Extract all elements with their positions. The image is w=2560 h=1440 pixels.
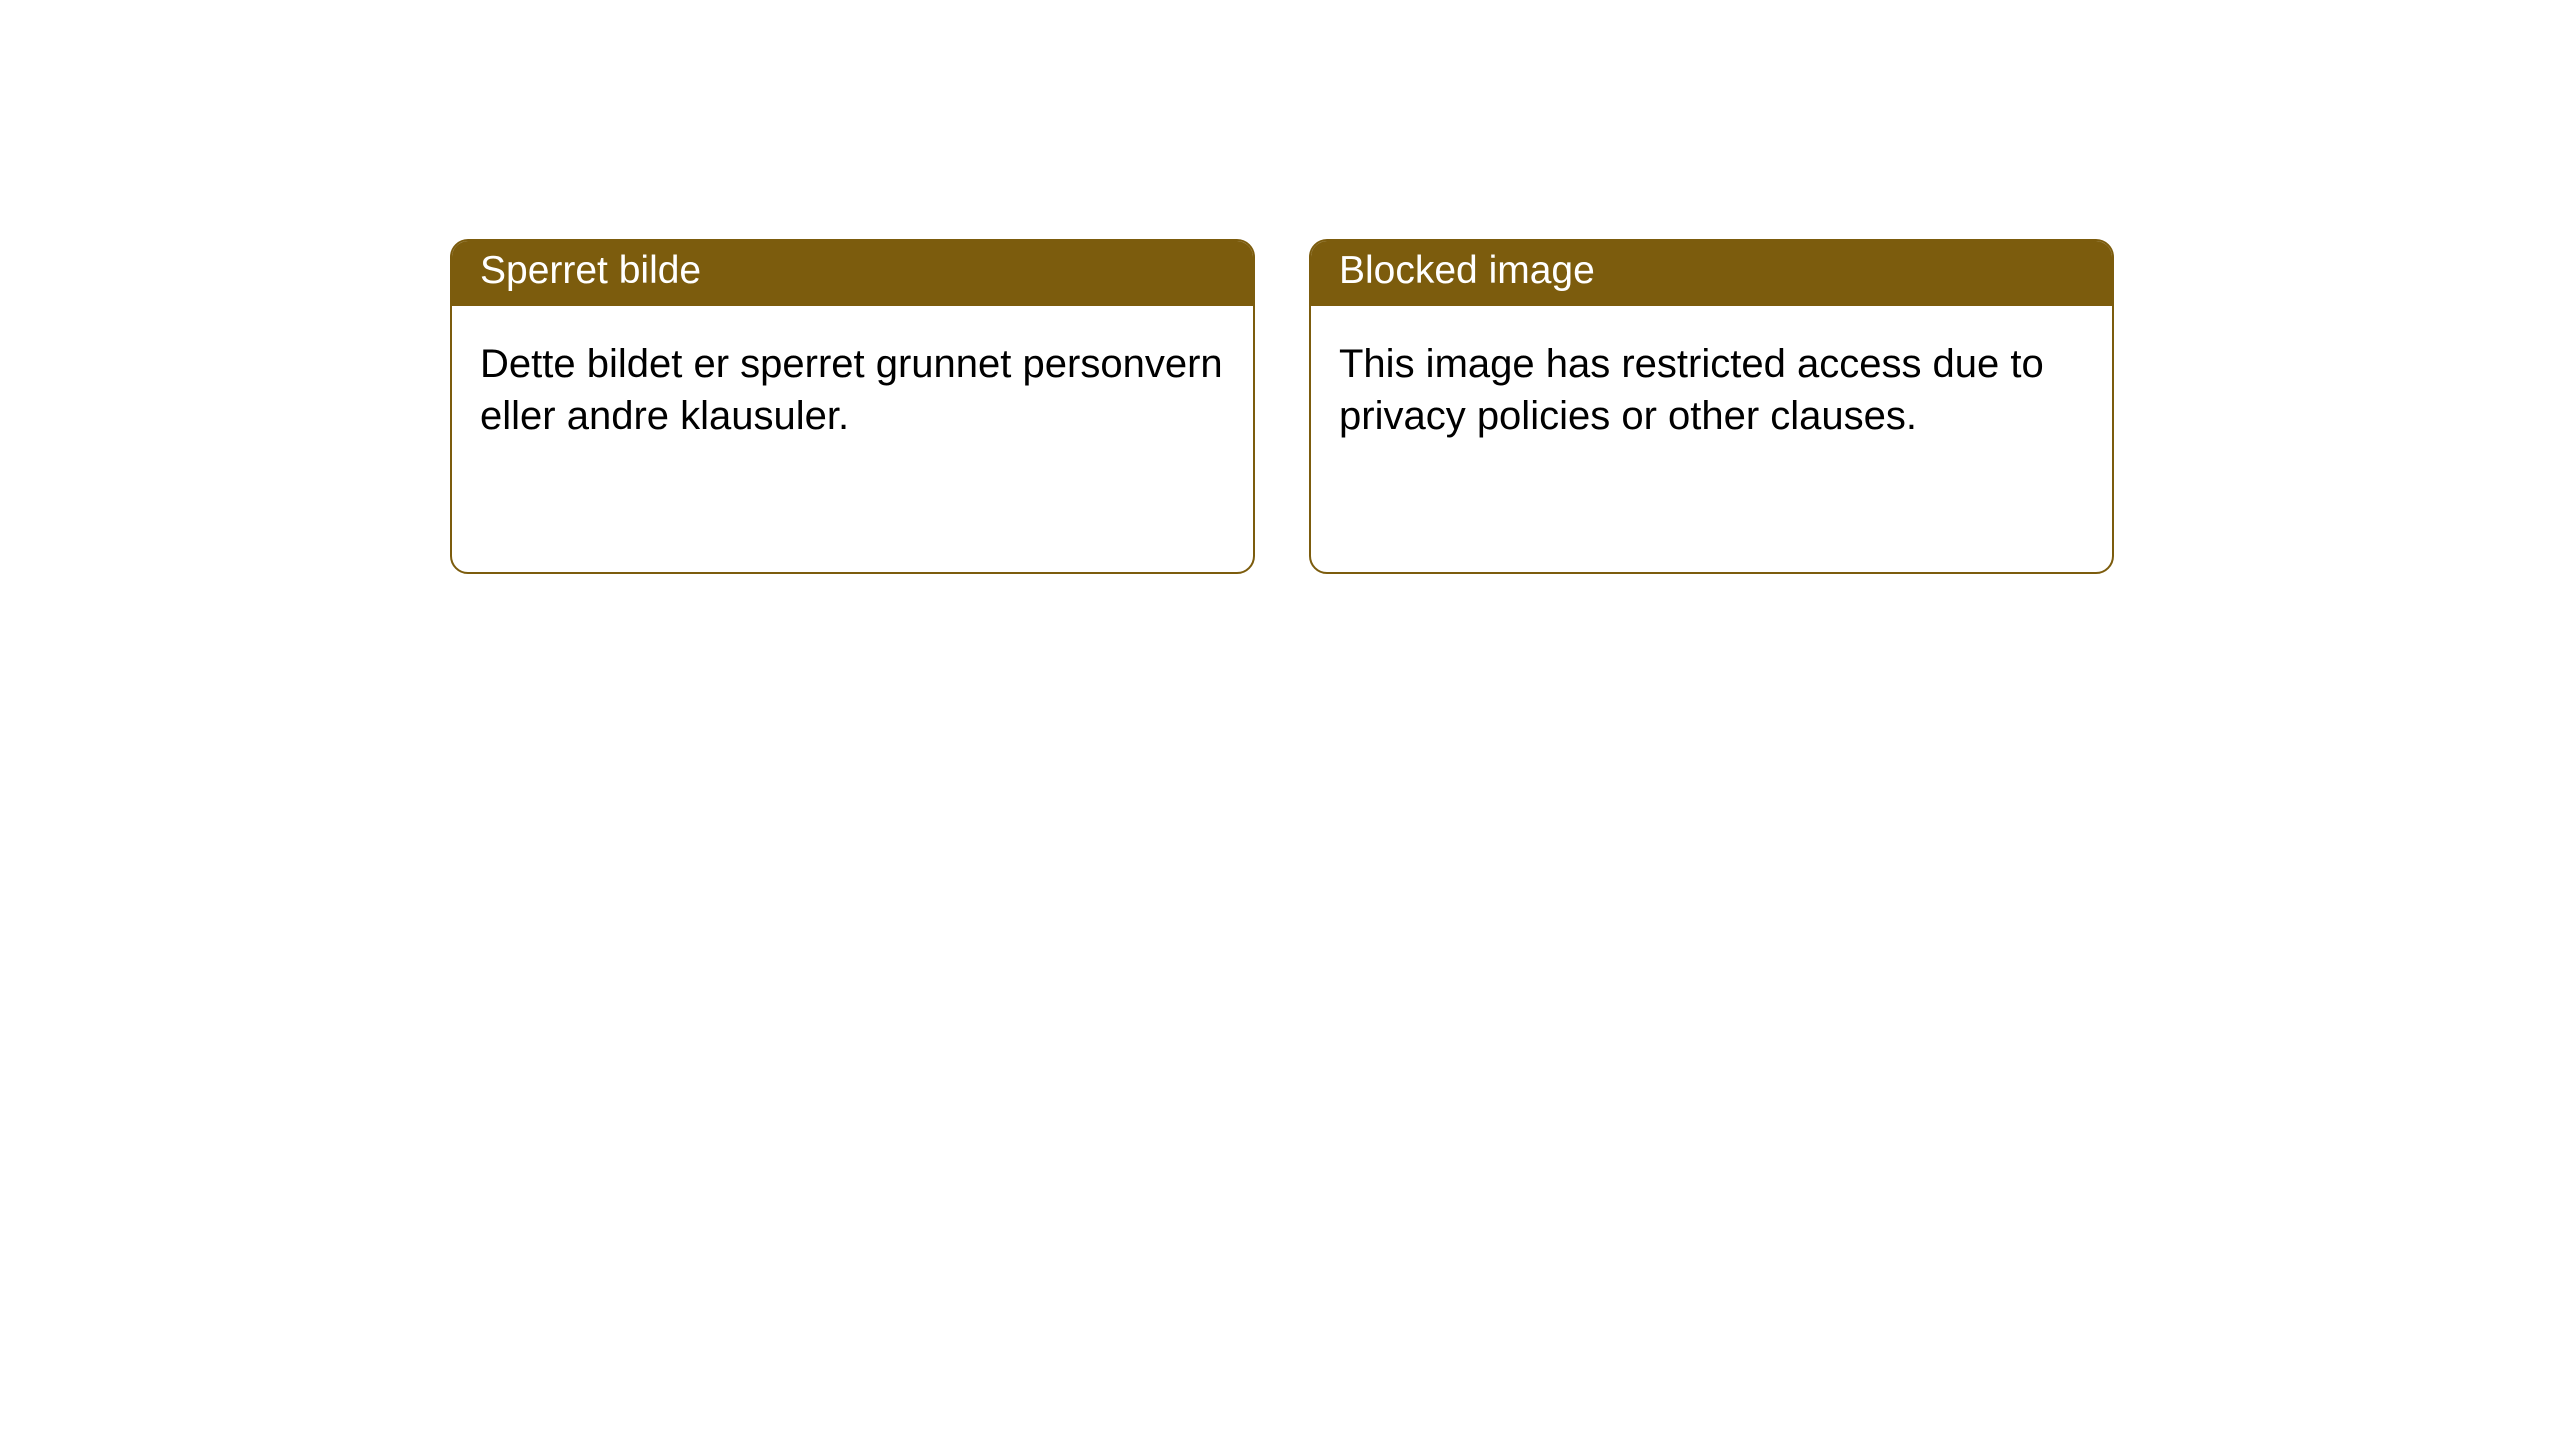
notice-card-english: Blocked image This image has restricted … — [1309, 239, 2114, 574]
notice-card-norwegian: Sperret bilde Dette bildet er sperret gr… — [450, 239, 1255, 574]
notice-body-norwegian: Dette bildet er sperret grunnet personve… — [452, 306, 1253, 476]
notice-container: Sperret bilde Dette bildet er sperret gr… — [0, 0, 2560, 574]
notice-body-english: This image has restricted access due to … — [1311, 306, 2112, 476]
notice-title-english: Blocked image — [1311, 241, 2112, 306]
notice-title-norwegian: Sperret bilde — [452, 241, 1253, 306]
